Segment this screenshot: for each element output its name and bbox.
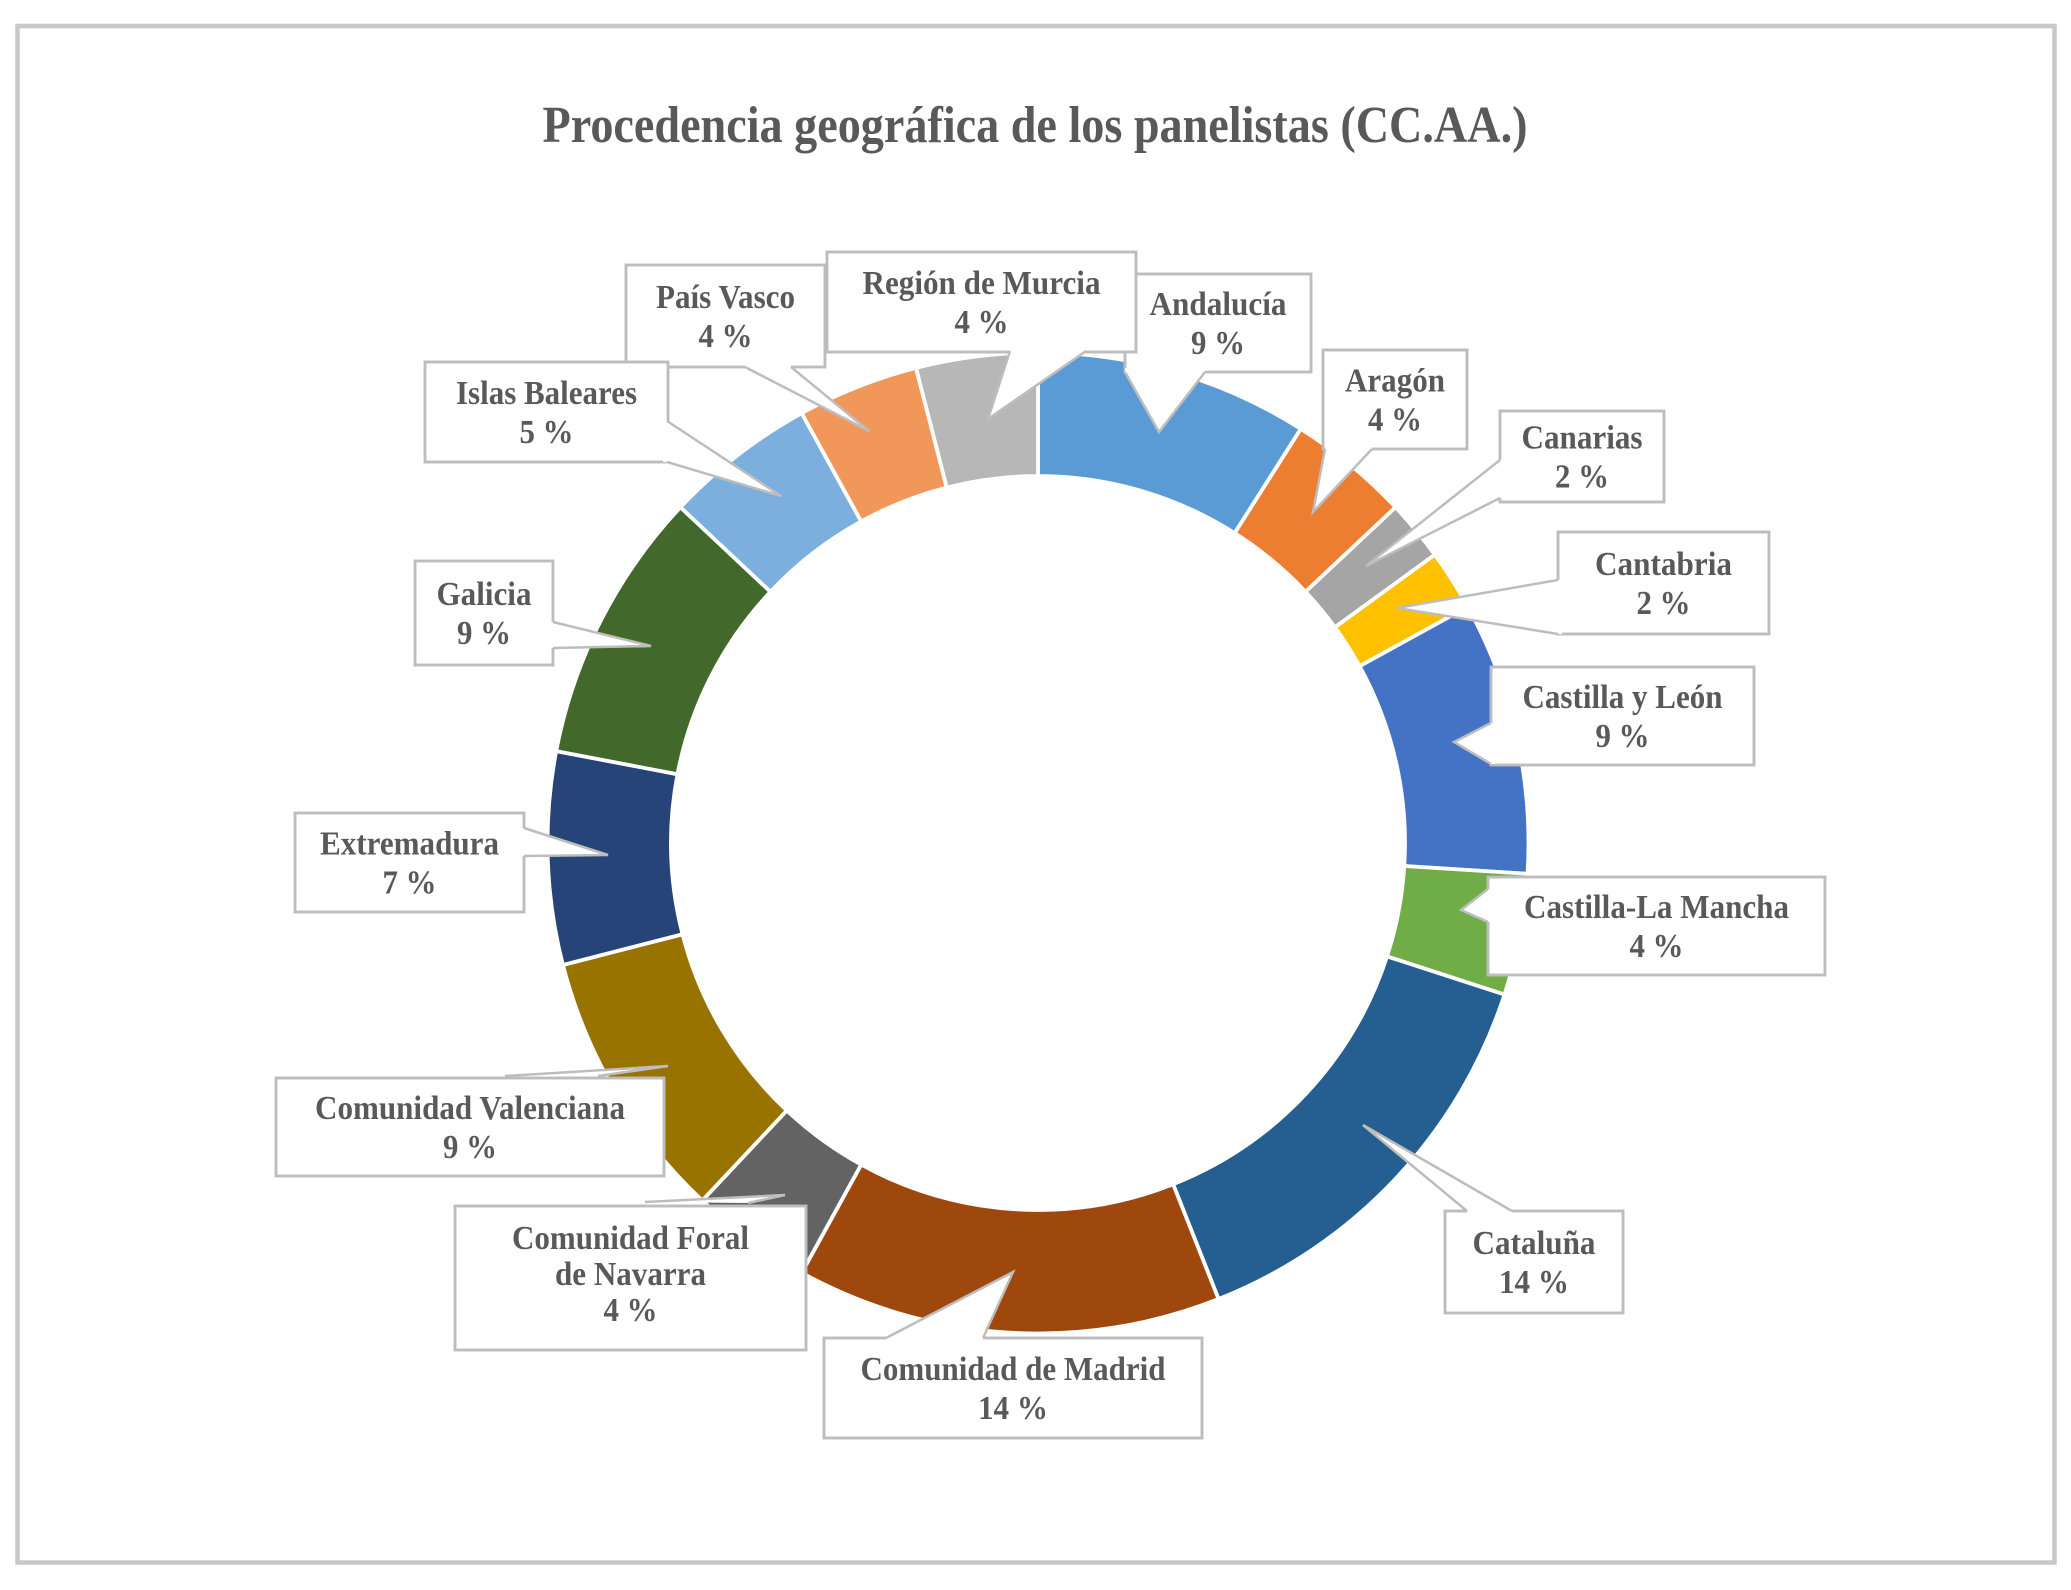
svg-text:Aragón: Aragón [1345,363,1445,400]
svg-text:14 %: 14 % [978,1390,1048,1427]
svg-text:Comunidad de Madrid: Comunidad de Madrid [861,1351,1166,1388]
svg-text:9 %: 9 % [457,615,511,652]
svg-text:Cataluña: Cataluña [1473,1225,1596,1262]
svg-text:2 %: 2 % [1637,585,1691,622]
svg-text:Canarias: Canarias [1522,420,1643,457]
svg-text:Islas Baleares: Islas Baleares [456,375,637,412]
svg-text:4 %: 4 % [1368,402,1422,439]
svg-text:9 %: 9 % [1596,718,1650,755]
svg-text:Cantabria: Cantabria [1595,546,1732,583]
svg-text:2 %: 2 % [1555,459,1609,496]
svg-text:Castilla-La Mancha: Castilla-La Mancha [1524,889,1789,926]
svg-text:4 %: 4 % [604,1292,658,1329]
svg-text:Comunidad Valenciana: Comunidad Valenciana [315,1090,625,1127]
svg-text:4 %: 4 % [955,304,1009,341]
svg-text:País Vasco: País Vasco [656,279,795,316]
svg-text:Andalucía: Andalucía [1150,286,1287,323]
svg-text:Galicia: Galicia [437,576,532,613]
svg-text:9 %: 9 % [443,1129,497,1166]
svg-text:14 %: 14 % [1499,1264,1569,1301]
svg-text:7 %: 7 % [383,865,437,902]
svg-text:4 %: 4 % [699,318,753,355]
svg-text:Castilla y León: Castilla y León [1523,679,1723,716]
svg-text:Comunidad Foral: Comunidad Foral [512,1220,749,1257]
svg-text:4 %: 4 % [1630,928,1684,965]
svg-text:Procedencia geográfica de los: Procedencia geográfica de los panelistas… [543,97,1528,154]
svg-text:9 %: 9 % [1191,325,1245,362]
svg-text:Región de Murcia: Región de Murcia [863,265,1101,302]
svg-text:Extremadura: Extremadura [320,826,499,863]
svg-text:de Navarra: de Navarra [555,1256,706,1293]
svg-text:5 %: 5 % [520,414,574,451]
